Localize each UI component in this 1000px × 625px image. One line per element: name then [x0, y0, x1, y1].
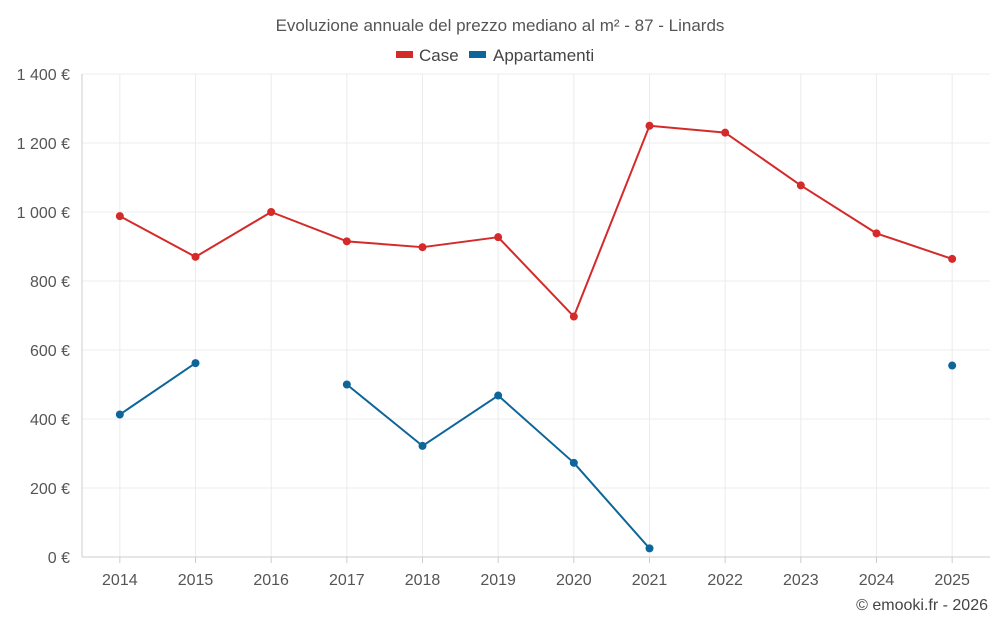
legend-label-appartamenti: Appartamenti [493, 46, 594, 65]
series-appartamenti [115, 359, 957, 553]
data-point-appartamenti-2019[interactable] [494, 391, 503, 400]
y-tick-label: 600 € [30, 343, 70, 360]
data-point-case-2015[interactable] [191, 252, 200, 261]
data-point-case-2016[interactable] [267, 208, 276, 216]
x-axis-labels: 2014 2015 2016 2017 2018 2019 2020 2021 2022 2023… [102, 572, 970, 589]
x-tick-label: 2018 [405, 572, 441, 589]
data-point-case-2025[interactable] [948, 254, 957, 263]
y-tick-label: 1 200 € [17, 136, 70, 153]
series-line-case [119, 124, 953, 318]
data-point-appartamenti-2014[interactable] [115, 410, 124, 419]
y-tick-label: 1 400 € [17, 67, 70, 84]
x-tick-label: 2024 [859, 572, 895, 589]
data-point-appartamenti-2021[interactable] [645, 544, 654, 553]
x-tick-label: 2022 [707, 572, 743, 589]
y-axis-labels: 0 € 200 € 400 € 600 € 800 € 1 000 € 1 200 € 1 4… [17, 67, 70, 567]
axes [81, 74, 990, 563]
data-point-case-2023[interactable] [796, 181, 805, 190]
legend-item-appartamenti[interactable]: Appartamenti [469, 46, 594, 65]
data-point-appartamenti-2015[interactable] [191, 359, 200, 368]
legend-item-case[interactable]: Case [396, 46, 459, 65]
x-tick-label: 2023 [783, 572, 819, 589]
data-point-case-2020[interactable] [569, 312, 578, 321]
chart-title: Evoluzione annuale del prezzo mediano al… [276, 16, 725, 35]
y-tick-label: 200 € [30, 481, 70, 498]
data-point-case-2018[interactable] [418, 243, 427, 252]
x-tick-label: 2016 [253, 572, 289, 589]
data-point-case-2017[interactable] [342, 237, 351, 246]
data-point-case-2024[interactable] [872, 229, 881, 238]
grid [82, 73, 990, 557]
y-tick-label: 1 000 € [17, 205, 70, 222]
legend: Case Appartamenti [396, 46, 594, 65]
y-tick-label: 800 € [30, 274, 70, 291]
x-tick-label: 2014 [102, 572, 138, 589]
x-tick-label: 2021 [632, 572, 668, 589]
data-point-case-2019[interactable] [494, 233, 503, 242]
legend-label-case: Case [419, 46, 459, 65]
series-case [115, 121, 957, 321]
x-tick-label: 2025 [934, 572, 970, 589]
legend-swatch-case [396, 51, 413, 58]
data-point-appartamenti-2020[interactable] [569, 458, 578, 467]
series-line-appartamenti [119, 362, 197, 416]
credit: © emooki.fr - 2026 [856, 597, 988, 614]
data-point-appartamenti-2018[interactable] [418, 441, 427, 450]
y-tick-label: 400 € [30, 412, 70, 429]
data-point-case-2021[interactable] [645, 121, 654, 130]
data-point-appartamenti-2017[interactable] [342, 380, 351, 389]
x-tick-label: 2019 [480, 572, 516, 589]
data-point-appartamenti-2025[interactable] [948, 361, 957, 370]
data-point-case-2022[interactable] [721, 128, 730, 137]
x-tick-label: 2017 [329, 572, 365, 589]
data-point-case-2014[interactable] [115, 212, 124, 221]
x-tick-label: 2020 [556, 572, 592, 589]
series-layer [115, 121, 957, 553]
legend-swatch-appartamenti [469, 51, 486, 58]
x-tick-label: 2015 [178, 572, 214, 589]
y-tick-label: 0 € [48, 550, 70, 567]
